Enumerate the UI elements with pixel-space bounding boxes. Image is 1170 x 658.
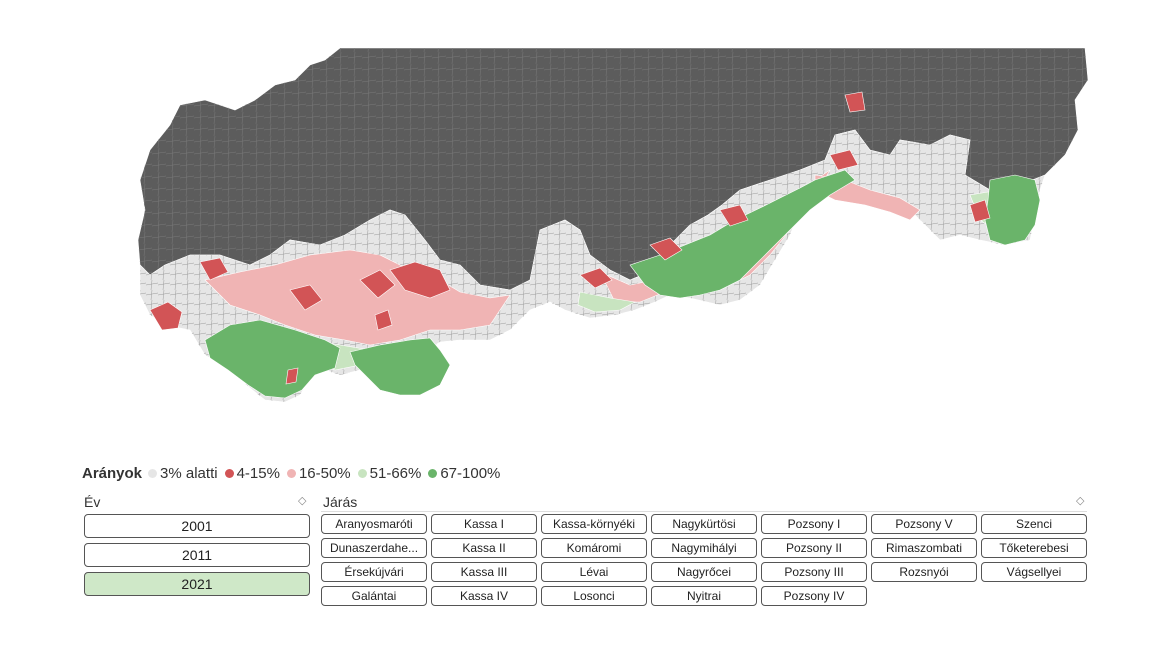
district-option[interactable]: Pozsony IV: [761, 586, 867, 606]
region-red: [829, 149, 859, 171]
district-option[interactable]: Pozsony II: [761, 538, 867, 558]
district-option[interactable]: Komáromi: [541, 538, 647, 558]
legend-dot: [428, 468, 438, 478]
legend-item-green: 67-100%: [428, 465, 500, 482]
district-option[interactable]: Kassa-környéki: [541, 514, 647, 534]
legend-label: 16-50%: [298, 464, 351, 482]
district-option[interactable]: Érsekújvári: [321, 562, 427, 582]
legend-item-low: 3% alatti: [148, 465, 218, 482]
region-red: [969, 199, 991, 223]
legend-dot: [357, 468, 367, 478]
clear-year-selection-icon[interactable]: ◇: [298, 495, 307, 507]
region-red: [359, 269, 396, 299]
district-option[interactable]: Kassa IV: [431, 586, 537, 606]
district-option[interactable]: Tőketerebesi: [981, 538, 1087, 558]
legend-dot: [286, 468, 296, 478]
legend-item-pink: 16-50%: [286, 464, 351, 482]
region-red: [149, 301, 183, 331]
region-high-share: [349, 337, 451, 396]
district-slicer: Aranyosmaróti Kassa I Kassa-környéki Nagykü…: [321, 514, 1087, 606]
region-red: [285, 367, 299, 385]
region-red: [374, 309, 393, 331]
region-red: [389, 261, 451, 299]
legend-item-light-green: 51-66%: [357, 464, 422, 482]
legend-label: 3% alatti: [160, 464, 218, 482]
district-option[interactable]: Kassa I: [431, 514, 537, 534]
district-option[interactable]: Kassa III: [431, 562, 537, 582]
region-red: [649, 237, 683, 261]
district-option[interactable]: Vágsellyei: [981, 562, 1087, 582]
legend-dot: [148, 468, 158, 478]
legend-label: 67-100%: [440, 464, 501, 482]
year-slicer: 2001 2011 2021: [84, 514, 310, 601]
region-high-share: [204, 319, 341, 399]
district-option[interactable]: Nyitrai: [651, 586, 757, 606]
region-light-green: [577, 291, 636, 313]
year-option-2021[interactable]: 2021: [84, 572, 310, 596]
legend-title: Arányok: [82, 464, 143, 482]
region-mid-share: [204, 249, 511, 346]
region-red: [719, 204, 749, 227]
district-option[interactable]: Aranyosmaróti: [321, 514, 427, 534]
district-option[interactable]: Kassa II: [431, 538, 537, 558]
legend-label: 4-15%: [236, 464, 280, 482]
region-red: [199, 257, 229, 281]
region-red: [289, 284, 323, 311]
district-option[interactable]: Pozsony I: [761, 514, 867, 534]
map-legend: Arányok 3% alatti 4-15% 16-50% 51-66% 67…: [82, 462, 507, 484]
district-option[interactable]: Lévai: [541, 562, 647, 582]
choropleth-map[interactable]: [110, 40, 1100, 420]
legend-dot: [224, 468, 234, 478]
year-option-2001[interactable]: 2001: [84, 514, 310, 538]
district-option[interactable]: Pozsony V: [871, 514, 977, 534]
district-slicer-title: Járás: [323, 494, 358, 510]
district-option[interactable]: Szenci: [981, 514, 1087, 534]
year-option-2011[interactable]: 2011: [84, 543, 310, 567]
district-option[interactable]: Losonci: [541, 586, 647, 606]
district-option[interactable]: Rimaszombati: [871, 538, 977, 558]
district-option[interactable]: Galántai: [321, 586, 427, 606]
legend-label: 51-66%: [369, 464, 422, 482]
district-option[interactable]: Nagykürtösi: [651, 514, 757, 534]
district-option[interactable]: Pozsony III: [761, 562, 867, 582]
district-option[interactable]: Rozsnyói: [871, 562, 977, 582]
region-red: [844, 91, 866, 113]
clear-district-selection-icon[interactable]: ◇: [1076, 495, 1085, 507]
legend-item-red: 4-15%: [224, 464, 280, 482]
year-slicer-title: Év: [84, 494, 101, 510]
region-high-share: [984, 174, 1041, 246]
region-red: [579, 267, 613, 289]
district-option[interactable]: Nagymihályi: [651, 538, 757, 558]
district-option[interactable]: Nagyrőcei: [651, 562, 757, 582]
district-slicer-divider: [321, 511, 1087, 512]
district-option[interactable]: Dunaszerdahe...: [321, 538, 427, 558]
